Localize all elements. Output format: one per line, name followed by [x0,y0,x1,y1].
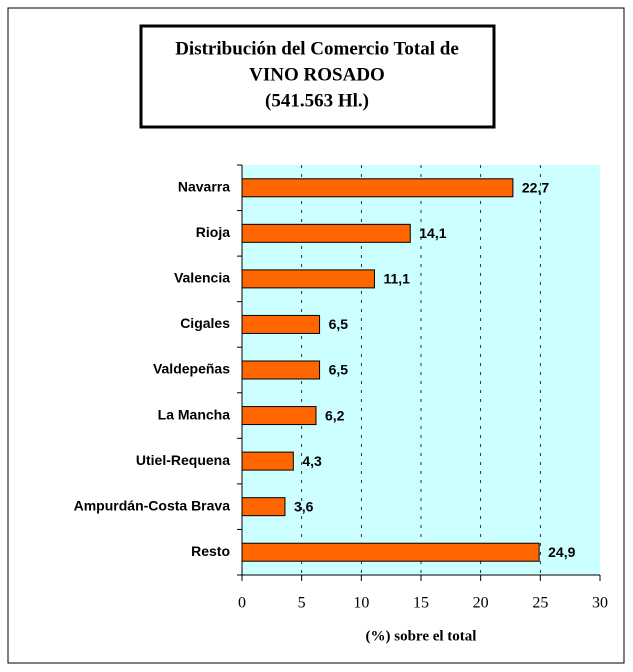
y-tick-label: Valencia [174,270,230,286]
x-tick-label: 15 [413,595,429,612]
value-label: 22,7 [522,179,549,195]
bar [241,178,514,198]
y-tick-label: Navarra [178,178,230,194]
x-axis-label: (%) sobre el total [366,628,477,644]
x-tick-label: 10 [353,595,369,612]
value-label: 6,5 [329,362,349,378]
y-tick-label: Resto [191,543,230,559]
bar [241,542,540,562]
value-label: 6,5 [329,316,349,332]
y-tick-label: Rioja [196,224,230,240]
y-tick-label: Valdepeñas [153,361,230,377]
x-tick-label: 5 [298,595,306,612]
value-label: 14,1 [419,225,446,241]
title-box [139,24,496,129]
value-label: 24,9 [548,544,575,560]
x-tick-label: 25 [532,595,548,612]
value-label: 4,3 [302,453,322,469]
bar [241,406,317,426]
chart-title: VINO ROSADO [249,64,385,85]
bar [241,223,411,243]
bar [241,360,321,380]
y-tick-label: Utiel-Requena [136,452,230,468]
chart-title: (541.563 Hl.) [265,90,369,111]
x-tick-label: 30 [592,595,608,612]
bar [241,497,286,517]
y-tick-label: La Mancha [158,406,231,422]
bar [241,451,294,471]
value-label: 11,1 [383,271,410,287]
y-tick-label: Ampurdán-Costa Brava [74,497,231,513]
bar [241,269,375,289]
x-tick-label: 0 [238,595,246,612]
bar [241,314,321,334]
x-tick-label: 20 [473,595,489,612]
value-label: 3,6 [294,498,314,514]
chart-title: Distribución del Comercio Total de [175,38,459,59]
y-tick-label: Cigales [180,315,230,331]
value-label: 6,2 [325,407,345,423]
